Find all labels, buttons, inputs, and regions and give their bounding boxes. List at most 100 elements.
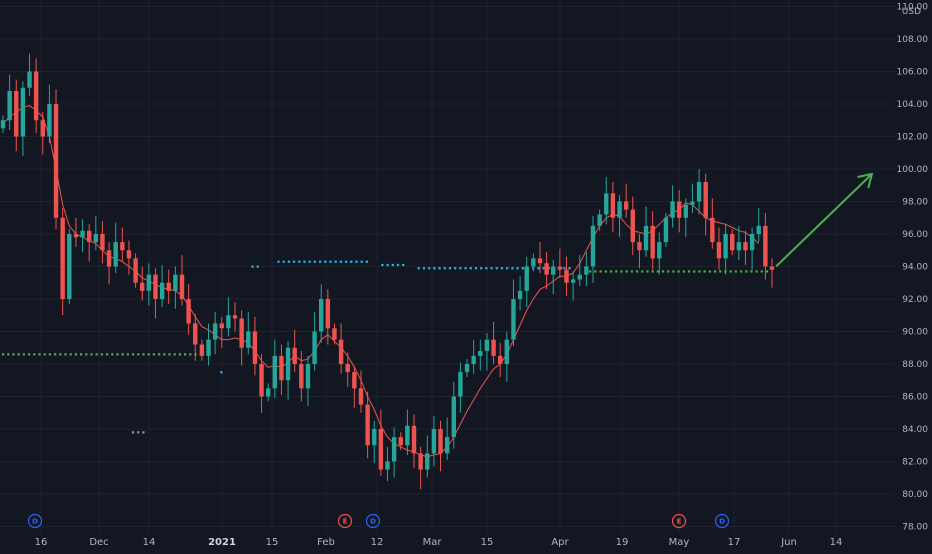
candle xyxy=(504,331,510,382)
candle-body xyxy=(246,331,251,348)
support-dot xyxy=(292,260,296,263)
y-tick-label: 108.00 xyxy=(897,35,929,45)
candle xyxy=(126,240,132,275)
candle xyxy=(398,432,403,451)
candle xyxy=(743,230,748,265)
candle xyxy=(0,115,6,134)
candle-body xyxy=(597,214,602,226)
candle-body xyxy=(471,355,476,364)
candle-body xyxy=(73,234,79,238)
candle-body xyxy=(517,290,523,299)
support-dot xyxy=(303,260,306,263)
candle-body xyxy=(173,274,178,291)
candle xyxy=(458,362,463,413)
support-dot xyxy=(698,270,701,273)
candle-body xyxy=(305,364,311,389)
candle xyxy=(86,224,92,262)
support-dot xyxy=(480,267,483,270)
candle xyxy=(100,221,105,264)
support-dot xyxy=(661,270,665,273)
candle-body xyxy=(352,372,357,389)
support-dot xyxy=(495,267,498,270)
candle-body xyxy=(491,339,496,356)
candle-body xyxy=(193,323,198,345)
earnings-event-icon[interactable]: E xyxy=(671,513,687,529)
candle-body xyxy=(285,347,291,381)
support-dot xyxy=(360,260,363,263)
candle-body xyxy=(763,225,768,267)
candle xyxy=(372,420,377,464)
support-dot xyxy=(682,270,685,273)
support-dot xyxy=(334,260,337,263)
support-dot xyxy=(516,267,519,270)
candle xyxy=(199,339,205,361)
support-dot xyxy=(2,353,5,356)
candle-body xyxy=(710,217,715,243)
candle-body xyxy=(723,234,728,259)
candle-body xyxy=(385,461,390,470)
candle xyxy=(226,297,231,337)
candle xyxy=(610,182,616,233)
support-dot xyxy=(464,267,467,270)
support-dot xyxy=(48,353,51,356)
candle xyxy=(590,216,596,283)
dividend-event-icon[interactable]: D xyxy=(714,513,730,529)
candle-body xyxy=(365,404,370,446)
support-dot xyxy=(22,353,25,356)
y-tick-label: 110.00 xyxy=(897,3,929,13)
candle-body xyxy=(120,242,125,251)
support-dot xyxy=(625,270,628,273)
y-tick-label: 86.00 xyxy=(902,393,928,403)
candle xyxy=(358,370,364,413)
support-dot xyxy=(693,270,696,273)
candle xyxy=(166,269,171,304)
time-axis[interactable]: 16 Dec 14 2021 15 Feb 12 Mar 15 Apr 19 May 17 Jun 14 xyxy=(35,537,843,548)
candle-body xyxy=(497,355,503,364)
support-dot xyxy=(277,260,280,263)
candle-body xyxy=(716,242,722,259)
candle xyxy=(491,321,496,364)
event-circle xyxy=(365,513,381,529)
candle xyxy=(730,229,735,256)
candle xyxy=(299,351,304,402)
event-letter: E xyxy=(677,518,682,526)
support-dot xyxy=(521,267,524,270)
support-dot xyxy=(324,260,327,263)
support-dot xyxy=(100,353,103,356)
candle xyxy=(7,74,12,130)
price-axis[interactable]: 110.00 108.00 106.00 104.00 102.00 100.00 98.0… xyxy=(897,3,929,533)
support-dot xyxy=(635,270,639,273)
support-dot xyxy=(85,353,88,356)
dividend-event-icon[interactable]: D xyxy=(365,513,381,529)
candle xyxy=(511,279,516,347)
support-dot xyxy=(178,353,181,356)
candle-body xyxy=(418,453,423,470)
candle-body xyxy=(93,234,99,243)
candle xyxy=(438,420,443,472)
dividend-event-icon[interactable]: D xyxy=(27,513,43,529)
earnings-event-icon[interactable]: E xyxy=(337,513,353,529)
support-dot xyxy=(422,267,426,270)
candle-body xyxy=(531,258,536,267)
support-dot xyxy=(485,267,488,270)
candle-body xyxy=(153,274,158,299)
support-dot xyxy=(443,267,446,270)
candle-body xyxy=(444,437,450,454)
support-dot xyxy=(589,270,592,273)
candle xyxy=(40,112,45,155)
support-dot xyxy=(184,353,187,356)
support-dot xyxy=(667,270,670,273)
candle xyxy=(637,234,642,269)
candle-body xyxy=(265,388,271,397)
candle xyxy=(597,209,602,231)
candle xyxy=(703,173,708,236)
support-dot xyxy=(308,260,311,263)
x-tick-label: Apr xyxy=(551,537,569,548)
candle xyxy=(33,58,39,134)
support-dot xyxy=(95,353,98,356)
support-dot xyxy=(90,353,93,356)
support-dot xyxy=(106,353,109,356)
